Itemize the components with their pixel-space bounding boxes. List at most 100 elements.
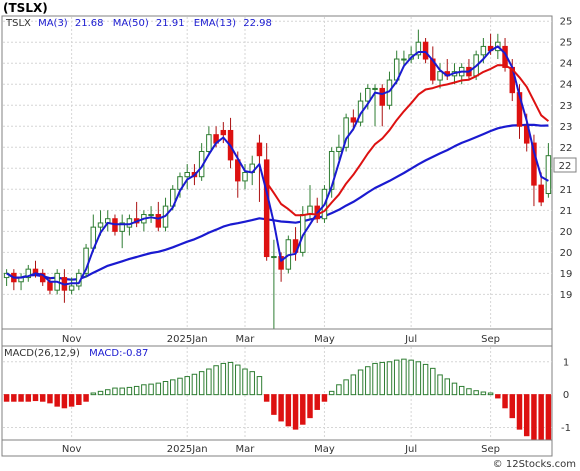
macd-bar (119, 387, 125, 396)
macd-y-tick-label: -1 (561, 423, 571, 434)
credit-text: © 12Stocks.com (493, 459, 576, 470)
ma3-line (6, 45, 549, 286)
macd-bar (357, 369, 364, 396)
ma3-line-layer (6, 45, 549, 286)
macd-bar (437, 374, 443, 396)
candle-body (350, 117, 357, 123)
macd-bar (271, 394, 277, 415)
macd-bar (321, 394, 328, 402)
x-tick-label-bottom: May (314, 444, 335, 455)
macd-bar (473, 390, 479, 396)
x-tick-label-top: Jul (404, 334, 417, 345)
candle-body (328, 150, 335, 190)
macd-bar (487, 392, 494, 396)
macd-bar (336, 384, 342, 396)
macd-panel: 1 0 -1 MACD(26,12,9) MACD:-0.87 (1, 345, 571, 442)
price-y-tick-label: 21 (560, 206, 573, 217)
macd-bar (285, 394, 292, 427)
candle-body (480, 45, 487, 56)
macd-bar (451, 382, 458, 396)
candle-body (437, 71, 443, 81)
macd-bar (422, 363, 429, 396)
candle-body (538, 184, 544, 203)
x-axis-price: Nov 2025Jan Mar May Jul Sep (1, 328, 553, 347)
last-price-badge (553, 157, 577, 173)
macd-bar (184, 376, 190, 396)
macd-bar (509, 394, 516, 419)
price-y-tick-label: 20 (560, 248, 573, 259)
ma50-line (6, 123, 549, 281)
macd-bar (177, 377, 183, 396)
macd-bar (480, 391, 487, 396)
price-grid (3, 17, 552, 328)
macd-bar (343, 379, 349, 396)
price-y-tick-label: 23 (560, 101, 573, 112)
candle-body (155, 214, 162, 228)
macd-bar (133, 385, 140, 396)
price-legend: TSLX MA(3) 21.68 MA(50) 21.91 EMA(13) 22… (5, 18, 272, 29)
ema13-line-layer (265, 64, 550, 217)
x-tick-label-top: 2025Jan (167, 334, 208, 345)
macd-bar (235, 364, 241, 396)
macd-bar (444, 378, 450, 396)
candle-body (220, 129, 227, 136)
x-tick-label-top: May (314, 334, 335, 345)
price-y-tick-label: 25 (560, 38, 573, 49)
macd-bar (61, 394, 68, 409)
macd-bar (162, 381, 169, 396)
candle-body (545, 155, 552, 195)
macd-bar (466, 388, 472, 396)
candle-body (271, 256, 277, 259)
macd-legend-title: MACD(26,12,9) (4, 348, 80, 359)
macd-bar (191, 373, 198, 396)
macd-bar (545, 394, 552, 440)
macd-bar (170, 379, 176, 396)
candle-body (531, 142, 537, 186)
candle-body (206, 134, 212, 152)
x-axis-strip (1, 328, 553, 347)
macd-bar (3, 394, 10, 402)
macd-bar (39, 394, 46, 402)
macd-bar (249, 371, 255, 396)
x-tick-label-bottom: Sep (481, 444, 500, 455)
macd-bar (516, 394, 523, 430)
price-panel: 1919202021212222232324242525 22 (TSLX) T… (1, 1, 577, 345)
macd-bar (47, 394, 53, 404)
macd-bar (401, 358, 407, 396)
macd-bar (386, 361, 393, 396)
macd-bar (307, 394, 313, 419)
macd-bar (18, 394, 24, 402)
macd-bar (213, 365, 219, 396)
x-tick-label-bottom: 2025Jan (167, 444, 208, 455)
macd-bar (495, 394, 501, 399)
candle-body (184, 172, 190, 178)
candle-body (379, 87, 385, 106)
macd-legend: MACD(26,12,9) MACD:-0.87 (4, 348, 148, 359)
candle-body (401, 58, 407, 61)
macd-bar (155, 382, 162, 396)
macd-y-axis: 1 0 -1 (561, 357, 571, 434)
x-tick-label-bottom: Nov (62, 444, 82, 455)
macd-bar (256, 376, 263, 396)
x-axis-macd: Nov 2025Jan Mar May Jul Sep (1, 439, 553, 457)
price-y-tick-label: 22 (560, 143, 573, 154)
legend-ema13: EMA(13) (194, 18, 236, 29)
macd-y-tick-label: 0 (563, 390, 569, 401)
x-axis-labels-top: Nov 2025Jan Mar May Jul Sep (62, 334, 500, 345)
macd-bar (112, 387, 118, 396)
macd-bar (105, 389, 111, 396)
candle-body (336, 146, 342, 152)
macd-bar (25, 394, 32, 402)
candle-body (343, 117, 349, 148)
price-y-tick-label: 20 (560, 227, 573, 238)
macd-bar (328, 390, 335, 396)
macd-bar (379, 361, 385, 396)
candle-body (415, 41, 422, 56)
candle-body (47, 281, 53, 291)
chart-title: (TSLX) (3, 1, 48, 15)
macd-bar (83, 394, 89, 402)
macd-bar (430, 367, 436, 396)
x-axis-bottom-strip (1, 439, 553, 457)
candle-body (365, 87, 371, 102)
